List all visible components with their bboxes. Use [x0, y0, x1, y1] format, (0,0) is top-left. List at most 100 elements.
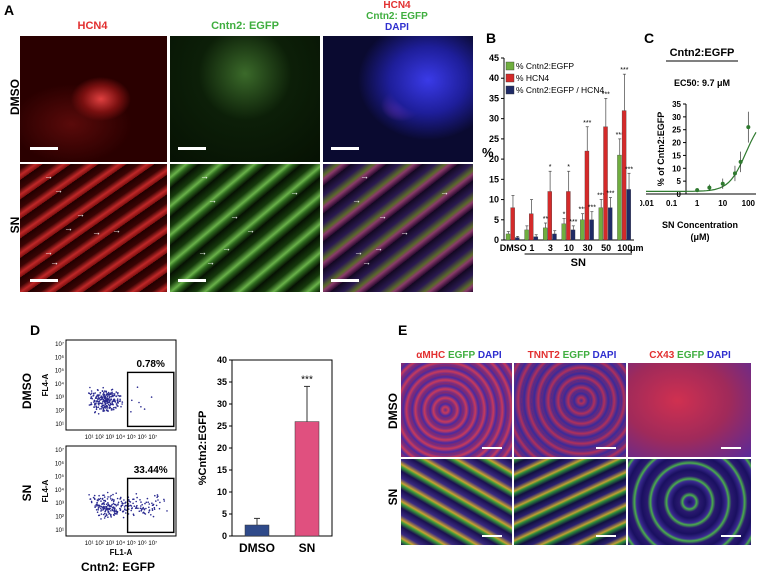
event-dot: [111, 499, 113, 502]
event-dot: [111, 403, 114, 405]
event-dot: [110, 510, 112, 512]
event-dot: [98, 498, 101, 501]
event-dot: [105, 513, 108, 515]
event-dot: [91, 397, 93, 400]
event-dot: [107, 410, 109, 412]
scale-bar: [331, 279, 359, 282]
event-dot: [92, 496, 95, 499]
event-dot: [110, 498, 112, 500]
event-dot: [107, 502, 109, 504]
flow-sn-percentage: 33.44%: [134, 465, 168, 476]
y-tick-label: 5: [222, 509, 227, 519]
event-dot: [138, 510, 141, 512]
bar-0: [598, 207, 604, 241]
significance-mark: ***: [616, 132, 624, 139]
event-dot: [145, 501, 148, 504]
event-dot: [107, 504, 109, 507]
event-dot: [117, 394, 119, 397]
y-tick-label: 10⁵: [55, 368, 65, 375]
event-dot: [109, 402, 112, 405]
event-dot: [93, 494, 96, 497]
event-dot: [112, 399, 115, 401]
y-axis-label: %: [482, 145, 494, 160]
y-tick-label: 30: [672, 113, 681, 122]
event-dot: [110, 494, 112, 497]
event-dot: [138, 401, 140, 404]
event-dot: [90, 403, 93, 406]
y-tick-label: 30: [217, 399, 227, 409]
panel-a-header-hcn4: HCN4: [77, 20, 108, 32]
event-dot: [97, 509, 99, 511]
event-dot: [124, 509, 126, 511]
event-dot: [94, 403, 97, 405]
event-dot: [90, 390, 93, 392]
event-dot: [151, 502, 153, 504]
event-dot: [113, 499, 115, 501]
y-tick-label: 40: [489, 73, 499, 83]
event-dot: [106, 507, 108, 510]
x-axis-unit: (μM): [691, 232, 710, 242]
event-dot: [103, 499, 105, 502]
arrow-marker: →: [208, 195, 217, 205]
legend-swatch: [505, 61, 515, 71]
bar-0: [524, 229, 529, 241]
event-dot: [100, 507, 102, 510]
bar-2: [515, 237, 520, 241]
event-dot: [116, 399, 119, 402]
panel-e-header-2: TNNT2 EGFP DAPI: [516, 350, 628, 361]
event-dot: [113, 398, 116, 401]
event-dot: [111, 503, 113, 506]
event-dot: [103, 506, 106, 508]
arrow-marker: →: [246, 225, 255, 235]
event-dot: [102, 502, 104, 505]
panel-e-header-2-egfp: EGFP: [562, 350, 590, 361]
scale-bar: [721, 535, 741, 537]
event-dot: [136, 386, 139, 388]
event-dot: [155, 504, 158, 507]
arrow-marker: →: [360, 171, 369, 181]
bar-2: [589, 219, 594, 241]
event-dot: [106, 399, 108, 401]
event-dot: [115, 407, 117, 409]
bar-1: [603, 126, 608, 241]
event-dot: [107, 391, 110, 394]
panel-e-label: E: [398, 322, 408, 338]
event-dot: [142, 506, 144, 509]
event-dot: [101, 402, 103, 405]
y-tick-label: 25: [672, 126, 681, 135]
scale-bar: [721, 447, 741, 449]
event-dot: [110, 516, 112, 518]
event-dot: [121, 502, 123, 504]
bar-sn: [294, 421, 320, 537]
event-dot: [133, 505, 136, 507]
arrow-marker: →: [352, 195, 361, 205]
event-dot: [108, 394, 111, 396]
event-dot: [156, 494, 159, 496]
micrograph-e-dmso-amhc: [401, 363, 512, 457]
flow-sn-gate: [126, 477, 175, 534]
panel-d-label: D: [30, 322, 41, 338]
panel-e-header-3: CX43 EGFP DAPI: [630, 350, 750, 361]
micrograph-a-sn-hcn4: [20, 164, 167, 292]
event-dot: [157, 495, 159, 498]
event-dot: [148, 506, 150, 509]
event-dot: [100, 395, 103, 397]
event-dot: [90, 397, 92, 400]
event-dot: [113, 510, 115, 513]
flow-dmso-percentage: 0.78%: [137, 359, 165, 370]
event-dot: [95, 408, 98, 411]
event-dot: [103, 393, 106, 396]
x-unit-label: μm: [630, 243, 643, 253]
arrow-marker: →: [206, 257, 215, 267]
event-dot: [98, 400, 100, 403]
event-dot: [93, 497, 96, 500]
event-dot: [147, 501, 149, 503]
panel-e-header-1-dapi: DAPI: [477, 350, 502, 361]
event-dot: [104, 390, 106, 392]
event-dot: [107, 516, 109, 518]
x-axis-label: SN: [571, 257, 586, 269]
event-dot: [111, 508, 113, 511]
bar-1: [547, 191, 552, 241]
y-tick-label: 10⁴: [55, 487, 65, 494]
flow-dmso-frame: [65, 339, 177, 431]
